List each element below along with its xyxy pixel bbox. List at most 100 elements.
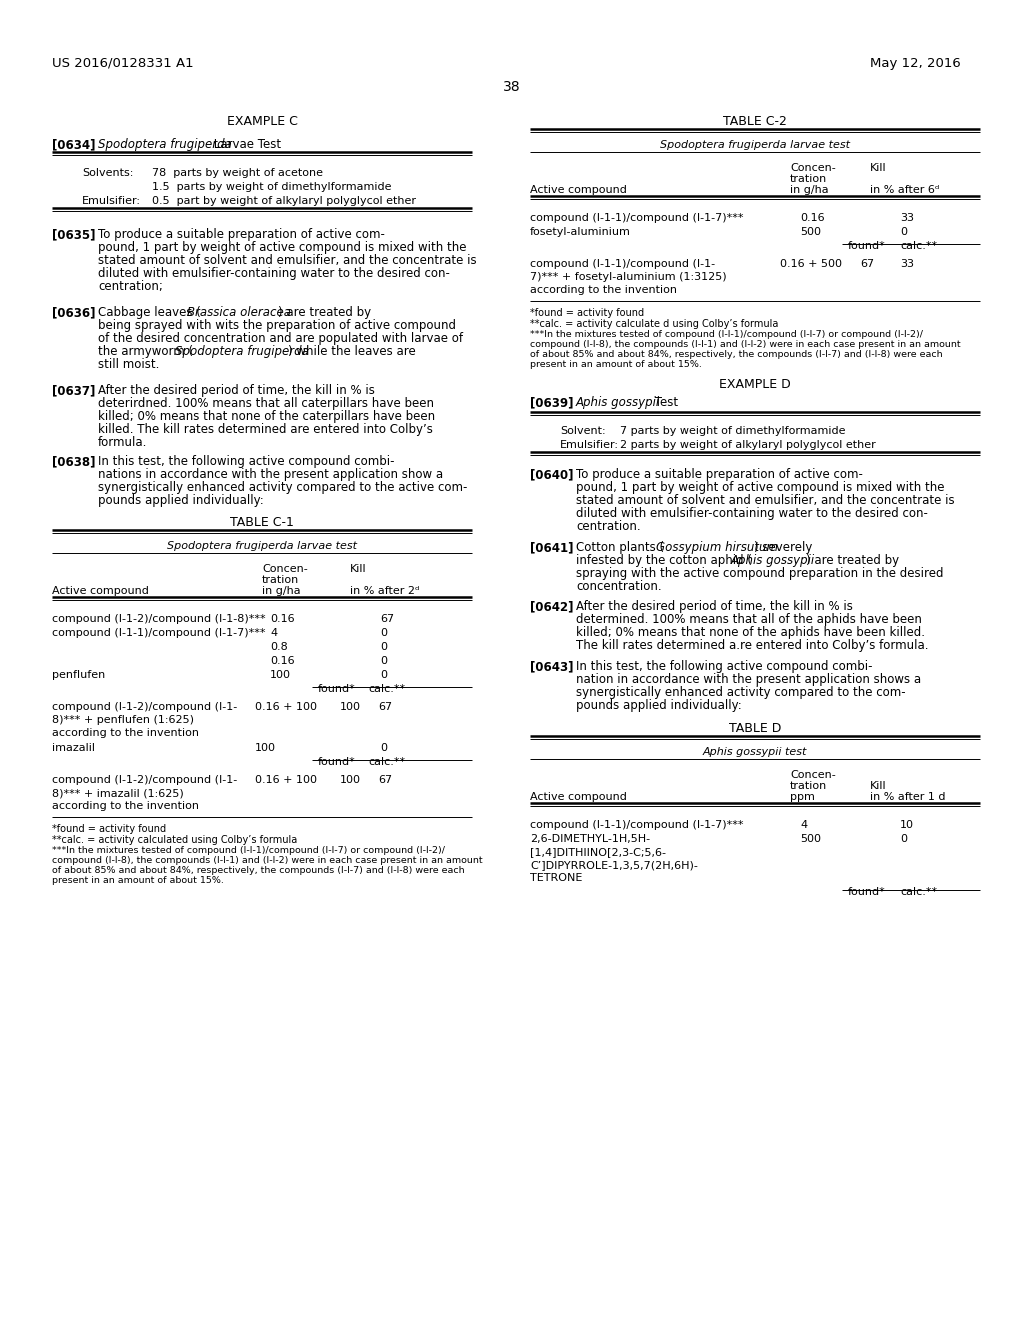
- Text: EXAMPLE C: EXAMPLE C: [226, 115, 297, 128]
- Text: ppm: ppm: [790, 792, 815, 803]
- Text: 67: 67: [860, 259, 874, 269]
- Text: 67: 67: [378, 775, 392, 785]
- Text: Spodoptera frugiperda larvae test: Spodoptera frugiperda larvae test: [167, 541, 357, 550]
- Text: *found = activity found: *found = activity found: [52, 824, 166, 834]
- Text: synergistically enhanced activity compared to the com-: synergistically enhanced activity compar…: [575, 686, 905, 700]
- Text: 67: 67: [378, 702, 392, 711]
- Text: fosetyl-aluminium: fosetyl-aluminium: [530, 227, 631, 238]
- Text: Solvent:: Solvent:: [560, 426, 605, 436]
- Text: 0: 0: [900, 834, 907, 843]
- Text: 100: 100: [340, 702, 361, 711]
- Text: centration;: centration;: [98, 280, 163, 293]
- Text: 0: 0: [900, 227, 907, 238]
- Text: *found = activity found: *found = activity found: [530, 308, 644, 318]
- Text: After the desired period of time, the kill in % is: After the desired period of time, the ki…: [575, 601, 853, 612]
- Text: 0: 0: [380, 671, 387, 680]
- Text: **calc. = activity calculate d using Colby’s formula: **calc. = activity calculate d using Col…: [530, 319, 778, 329]
- Text: spraying with the active compound preparation in the desired: spraying with the active compound prepar…: [575, 568, 943, 579]
- Text: 0.5  part by weight of alkylaryl polyglycol ether: 0.5 part by weight of alkylaryl polyglyc…: [152, 195, 416, 206]
- Text: 1.5  parts by weight of dimethylformamide: 1.5 parts by weight of dimethylformamide: [152, 182, 391, 191]
- Text: ) severely: ) severely: [754, 541, 812, 554]
- Text: 0: 0: [380, 642, 387, 652]
- Text: [0637]: [0637]: [52, 384, 95, 397]
- Text: stated amount of solvent and emulsifier, and the concentrate is: stated amount of solvent and emulsifier,…: [98, 253, 476, 267]
- Text: **calc. = activity calculated using Colby’s formula: **calc. = activity calculated using Colb…: [52, 836, 297, 845]
- Text: still moist.: still moist.: [98, 358, 160, 371]
- Text: [0634]: [0634]: [52, 139, 95, 150]
- Text: calc.**: calc.**: [368, 684, 406, 694]
- Text: found*: found*: [318, 684, 355, 694]
- Text: in % after 2ᵈ: in % after 2ᵈ: [350, 586, 420, 597]
- Text: 0: 0: [380, 628, 387, 638]
- Text: TABLE D: TABLE D: [729, 722, 781, 735]
- Text: nations in accordance with the present application show a: nations in accordance with the present a…: [98, 469, 443, 480]
- Text: In this test, the following active compound combi-: In this test, the following active compo…: [98, 455, 394, 469]
- Text: tration: tration: [790, 781, 827, 791]
- Text: 33: 33: [900, 213, 914, 223]
- Text: 8)*** + imazalil (1:625): 8)*** + imazalil (1:625): [52, 788, 183, 799]
- Text: [0639]: [0639]: [530, 396, 573, 409]
- Text: Solvents:: Solvents:: [82, 168, 133, 178]
- Text: imazalil: imazalil: [52, 743, 95, 752]
- Text: 100: 100: [270, 671, 291, 680]
- Text: centration.: centration.: [575, 520, 641, 533]
- Text: killed; 0% means that none of the aphids have been killed.: killed; 0% means that none of the aphids…: [575, 626, 925, 639]
- Text: Emulsifier:: Emulsifier:: [82, 195, 141, 206]
- Text: [0638]: [0638]: [52, 455, 95, 469]
- Text: 2 parts by weight of alkylaryl polyglycol ether: 2 parts by weight of alkylaryl polyglyco…: [620, 440, 876, 450]
- Text: Active compound: Active compound: [530, 792, 627, 803]
- Text: pound, 1 part by weight of active compound is mixed with the: pound, 1 part by weight of active compou…: [575, 480, 944, 494]
- Text: synergistically enhanced activity compared to the active com-: synergistically enhanced activity compar…: [98, 480, 467, 494]
- Text: Active compound: Active compound: [530, 185, 627, 195]
- Text: 78  parts by weight of acetone: 78 parts by weight of acetone: [152, 168, 323, 178]
- Text: 500: 500: [800, 227, 821, 238]
- Text: pounds applied individually:: pounds applied individually:: [575, 700, 741, 711]
- Text: Kill: Kill: [350, 564, 367, 574]
- Text: Kill: Kill: [870, 162, 887, 173]
- Text: 0.16 + 100: 0.16 + 100: [255, 702, 317, 711]
- Text: compound (I-1-1)/compound (I-1-: compound (I-1-1)/compound (I-1-: [530, 259, 715, 269]
- Text: according to the invention: according to the invention: [52, 801, 199, 810]
- Text: ) are treated by: ) are treated by: [806, 554, 899, 568]
- Text: in % after 6ᵈ: in % after 6ᵈ: [870, 185, 939, 195]
- Text: Aphis gossypii: Aphis gossypii: [575, 396, 660, 409]
- Text: Spodoptera frugiperda: Spodoptera frugiperda: [175, 345, 309, 358]
- Text: present in an amount of about 15%.: present in an amount of about 15%.: [530, 360, 701, 370]
- Text: Spodoptera frugiperda: Spodoptera frugiperda: [98, 139, 231, 150]
- Text: 500: 500: [800, 834, 821, 843]
- Text: Aphis gossypii: Aphis gossypii: [731, 554, 815, 568]
- Text: found*: found*: [848, 242, 886, 251]
- Text: 0.16: 0.16: [270, 656, 295, 667]
- Text: found*: found*: [848, 887, 886, 898]
- Text: present in an amount of about 15%.: present in an amount of about 15%.: [52, 876, 224, 884]
- Text: 0: 0: [380, 743, 387, 752]
- Text: Spodoptera frugiperda larvae test: Spodoptera frugiperda larvae test: [660, 140, 850, 150]
- Text: C’]DIPYRROLE-1,3,5,7(2H,6H)-: C’]DIPYRROLE-1,3,5,7(2H,6H)-: [530, 861, 698, 870]
- Text: [0636]: [0636]: [52, 306, 95, 319]
- Text: ) are treated by: ) are treated by: [278, 306, 371, 319]
- Text: diluted with emulsifier-containing water to the desired con-: diluted with emulsifier-containing water…: [98, 267, 450, 280]
- Text: compound (I-1-2)/compound (I-1-: compound (I-1-2)/compound (I-1-: [52, 702, 238, 711]
- Text: determined. 100% means that all of the aphids have been: determined. 100% means that all of the a…: [575, 612, 922, 626]
- Text: ***In the mixtures tested of compound (I-l-1)/compound (I-l-7) or compound (I-l-: ***In the mixtures tested of compound (I…: [52, 846, 445, 855]
- Text: tration: tration: [790, 174, 827, 183]
- Text: [0641]: [0641]: [530, 541, 573, 554]
- Text: ***In the mixtures tested of compound (I-l-1)/compound (I-l-7) or compound (I-l-: ***In the mixtures tested of compound (I…: [530, 330, 923, 339]
- Text: The kill rates determined a.re entered into Colby’s formula.: The kill rates determined a.re entered i…: [575, 639, 929, 652]
- Text: Cotton plants (: Cotton plants (: [575, 541, 665, 554]
- Text: 0.8: 0.8: [270, 642, 288, 652]
- Text: according to the invention: according to the invention: [530, 285, 677, 294]
- Text: of the desired concentration and are populated with larvae of: of the desired concentration and are pop…: [98, 333, 463, 345]
- Text: TETRONE: TETRONE: [530, 873, 583, 883]
- Text: 2,6-DIMETHYL-1H,5H-: 2,6-DIMETHYL-1H,5H-: [530, 834, 650, 843]
- Text: 100: 100: [255, 743, 276, 752]
- Text: penflufen: penflufen: [52, 671, 105, 680]
- Text: compound (I-1-1)/compound (I-1-7)***: compound (I-1-1)/compound (I-1-7)***: [530, 213, 743, 223]
- Text: To produce a suitable preparation of active com-: To produce a suitable preparation of act…: [98, 228, 385, 242]
- Text: [0643]: [0643]: [530, 660, 573, 673]
- Text: concentration.: concentration.: [575, 579, 662, 593]
- Text: [0642]: [0642]: [530, 601, 573, 612]
- Text: compound (I-1-2)/compound (I-1-: compound (I-1-2)/compound (I-1-: [52, 775, 238, 785]
- Text: killed; 0% means that none of the caterpillars have been: killed; 0% means that none of the caterp…: [98, 411, 435, 422]
- Text: pounds applied individually:: pounds applied individually:: [98, 494, 264, 507]
